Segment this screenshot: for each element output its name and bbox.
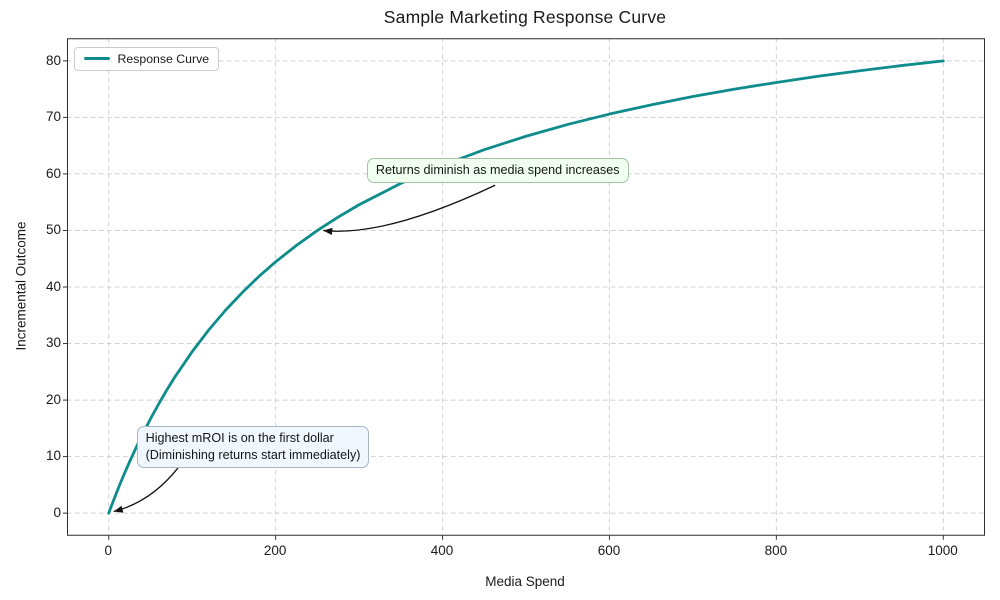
legend-label: Response Curve [117,51,210,66]
legend: Response Curve [73,46,220,71]
y-tick-label: 40 [45,278,61,294]
y-axis-label: Incremental Outcome [13,221,29,351]
annotation-arrowhead-diminishing-returns [322,227,332,235]
annotation-arrow-diminishing-returns [322,184,495,232]
x-tick-label: 600 [597,543,621,558]
plot-area: Response Curve Returns diminish as media… [62,37,985,540]
chart-title: Sample Marketing Response Curve [383,7,667,27]
annotation-highest-mroi: Highest mROI is on the first dollar (Dimi… [136,426,370,469]
x-tick-label: 400 [430,543,454,558]
x-tick-label: 0 [104,543,112,558]
y-tick-label: 70 [45,109,61,125]
x-axis-label: Media Spend [485,574,565,589]
annotation-text-line: (Diminishing returns start immediately) [145,448,361,463]
x-tick-label: 200 [263,543,287,558]
x-tick-label: 1000 [927,543,958,558]
plot-border [66,37,985,536]
plot-canvas [62,37,985,540]
x-tick-label: 800 [764,543,788,558]
annotation-diminishing-returns: Returns diminish as media spend increase… [366,158,629,184]
annotation-text-line: Returns diminish as media spend increase… [375,163,620,178]
y-tick-label: 60 [45,165,61,181]
annotation-arrowhead-highest-mroi [113,505,123,513]
y-tick-label: 50 [45,222,61,238]
y-tick-label: 80 [45,52,61,68]
y-tick-label: 30 [45,335,61,351]
legend-line-swatch [83,57,110,60]
response-curve-line [106,58,945,515]
y-tick-label: 20 [45,391,61,407]
annotation-text-line: Highest mROI is on the first dollar [145,431,334,446]
y-tick-label: 0 [53,504,61,520]
y-tick-label: 10 [45,448,61,464]
